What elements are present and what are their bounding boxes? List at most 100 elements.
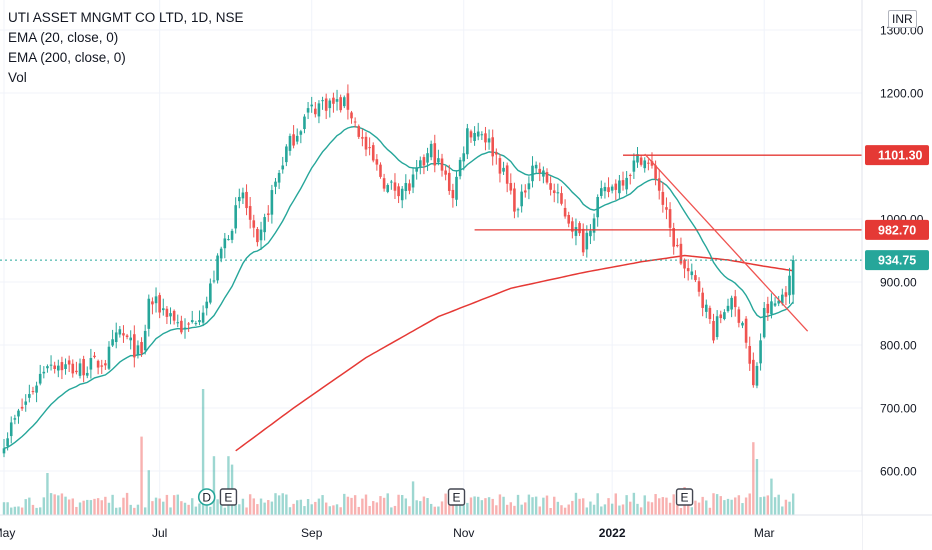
candle[interactable] — [708, 305, 712, 324]
candle[interactable] — [393, 173, 397, 199]
candle[interactable] — [447, 164, 451, 195]
candle[interactable] — [361, 128, 364, 147]
candle[interactable] — [462, 146, 466, 171]
candle[interactable] — [270, 184, 274, 224]
candle[interactable] — [234, 197, 237, 234]
candle[interactable] — [371, 142, 375, 163]
candle[interactable] — [201, 305, 205, 327]
candle[interactable] — [701, 287, 704, 317]
price-label-badge[interactable] — [865, 250, 929, 271]
candle[interactable] — [274, 178, 277, 195]
candle[interactable] — [140, 337, 143, 357]
candle[interactable] — [737, 306, 741, 328]
candle[interactable] — [368, 137, 371, 156]
candle[interactable] — [20, 398, 24, 411]
candle[interactable] — [516, 207, 520, 218]
candle[interactable] — [632, 153, 636, 179]
candle[interactable] — [770, 293, 773, 319]
candle[interactable] — [676, 238, 679, 248]
candle[interactable] — [136, 340, 140, 359]
candle[interactable] — [303, 114, 306, 134]
candle[interactable] — [49, 355, 53, 371]
candle[interactable] — [2, 438, 6, 458]
candle[interactable] — [683, 258, 686, 279]
candle[interactable] — [100, 359, 104, 374]
candle[interactable] — [773, 297, 777, 307]
candle[interactable] — [791, 255, 795, 304]
candle[interactable] — [93, 352, 96, 359]
candle[interactable] — [238, 188, 241, 209]
candle[interactable] — [672, 222, 675, 255]
candle[interactable] — [382, 173, 386, 192]
candle[interactable] — [437, 149, 440, 166]
candle[interactable] — [317, 100, 321, 124]
candle[interactable] — [686, 259, 690, 281]
candle[interactable] — [38, 364, 42, 386]
candle[interactable] — [697, 277, 701, 297]
candle[interactable] — [28, 384, 31, 403]
candle[interactable] — [194, 320, 198, 326]
candle[interactable] — [690, 263, 694, 280]
candle[interactable] — [35, 381, 38, 403]
candle[interactable] — [603, 182, 607, 199]
candle[interactable] — [752, 352, 755, 388]
candle[interactable] — [82, 355, 85, 383]
candle[interactable] — [165, 306, 169, 325]
candle[interactable] — [415, 159, 418, 180]
candle[interactable] — [589, 224, 592, 245]
candle[interactable] — [549, 176, 552, 196]
candle[interactable] — [531, 156, 534, 188]
candle[interactable] — [78, 358, 82, 379]
candle[interactable] — [408, 179, 411, 195]
candle[interactable] — [715, 310, 719, 340]
candle[interactable] — [473, 126, 476, 146]
candle[interactable] — [209, 278, 212, 305]
candle[interactable] — [513, 182, 516, 219]
candle[interactable] — [324, 93, 328, 120]
event-marker-d[interactable]: D — [197, 488, 216, 506]
candle[interactable] — [263, 213, 266, 241]
legend-volume[interactable]: Vol — [8, 70, 27, 85]
price-axis[interactable]: 1300.001200.001000.00900.00800.00700.006… — [861, 0, 932, 550]
candle[interactable] — [476, 122, 480, 141]
candle[interactable] — [342, 95, 346, 109]
candle[interactable] — [502, 161, 505, 176]
candle[interactable] — [491, 129, 494, 166]
candle[interactable] — [350, 110, 353, 124]
candle[interactable] — [748, 336, 752, 371]
candle[interactable] — [71, 359, 75, 378]
candle[interactable] — [480, 131, 484, 141]
candle[interactable] — [57, 359, 60, 378]
candle[interactable] — [563, 199, 567, 219]
candle[interactable] — [484, 126, 487, 151]
candle[interactable] — [114, 322, 118, 349]
candle[interactable] — [560, 186, 563, 206]
candle[interactable] — [784, 286, 788, 306]
candle[interactable] — [223, 232, 227, 259]
candle[interactable] — [147, 294, 151, 337]
candle[interactable] — [6, 432, 9, 451]
candle[interactable] — [509, 173, 513, 195]
candle[interactable] — [744, 316, 748, 349]
candle[interactable] — [777, 295, 780, 307]
chart-drawings[interactable] — [0, 153, 862, 332]
candle[interactable] — [788, 267, 791, 304]
candlesticks[interactable] — [2, 84, 795, 458]
candle[interactable] — [321, 96, 324, 110]
candle[interactable] — [422, 154, 426, 175]
candle[interactable] — [755, 362, 759, 389]
candle[interactable] — [596, 194, 599, 227]
candle[interactable] — [96, 359, 100, 375]
candle[interactable] — [346, 84, 350, 120]
candle[interactable] — [400, 185, 404, 209]
price-label-badge[interactable] — [865, 145, 929, 166]
candle[interactable] — [610, 184, 614, 194]
candle[interactable] — [419, 156, 422, 175]
candle[interactable] — [67, 355, 71, 373]
candle[interactable] — [495, 148, 498, 165]
candle[interactable] — [227, 235, 230, 241]
candle[interactable] — [89, 348, 93, 379]
candle[interactable] — [259, 221, 263, 250]
candle[interactable] — [158, 292, 161, 319]
candle[interactable] — [766, 296, 770, 321]
